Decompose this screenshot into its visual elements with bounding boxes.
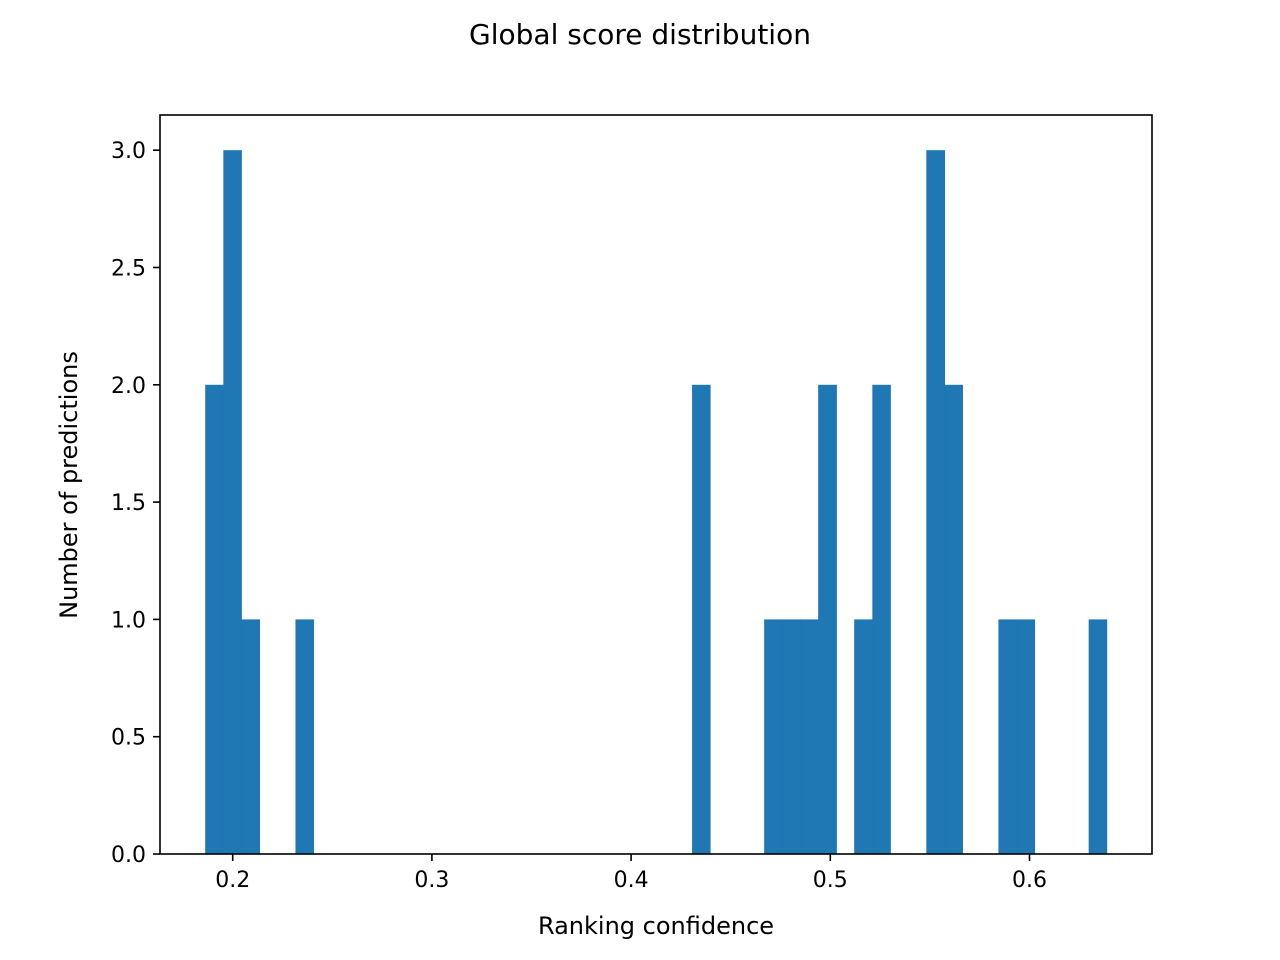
histogram-bar (295, 619, 314, 854)
histogram-bar (764, 619, 783, 854)
x-tick-label: 0.2 (215, 868, 250, 893)
chart-title: Global score distribution (469, 18, 811, 51)
histogram-bar (926, 150, 946, 854)
histogram-bar (854, 619, 873, 854)
y-tick-label: 2.5 (111, 256, 146, 281)
y-tick-label: 3.0 (111, 139, 146, 164)
y-tick-label: 2.0 (111, 374, 146, 399)
histogram-bar (800, 619, 819, 854)
plot-frame (159, 114, 1153, 855)
x-tick-label: 0.5 (813, 868, 848, 893)
histogram-bar (223, 150, 242, 854)
histogram-bar (1088, 619, 1108, 854)
x-tick-label: 0.6 (1012, 868, 1047, 893)
y-axis-ticks: 0.0 0.5 1.0 1.5 2.0 2.5 3.0 (111, 139, 160, 868)
histogram-bar (241, 619, 260, 854)
y-tick-label: 0.0 (111, 843, 146, 868)
bars-group (205, 150, 1108, 854)
histogram-bar (782, 619, 801, 854)
y-tick-label: 1.5 (111, 491, 146, 516)
y-tick-label: 1.0 (111, 608, 146, 633)
x-axis-ticks: 0.2 0.3 0.4 0.5 0.6 (215, 854, 1047, 893)
y-axis-label: Number of predictions (55, 351, 83, 619)
histogram-bar (998, 619, 1018, 854)
histogram-bar (872, 384, 891, 854)
x-tick-label: 0.4 (614, 868, 649, 893)
histogram-bar (944, 384, 963, 854)
histogram-bar (1016, 619, 1036, 854)
histogram-bar (692, 384, 711, 854)
histogram-bar (205, 384, 224, 854)
y-tick-label: 0.5 (111, 726, 146, 751)
x-tick-label: 0.3 (414, 868, 449, 893)
x-axis-label: Ranking confidence (538, 912, 774, 940)
histogram-bar (818, 384, 837, 854)
